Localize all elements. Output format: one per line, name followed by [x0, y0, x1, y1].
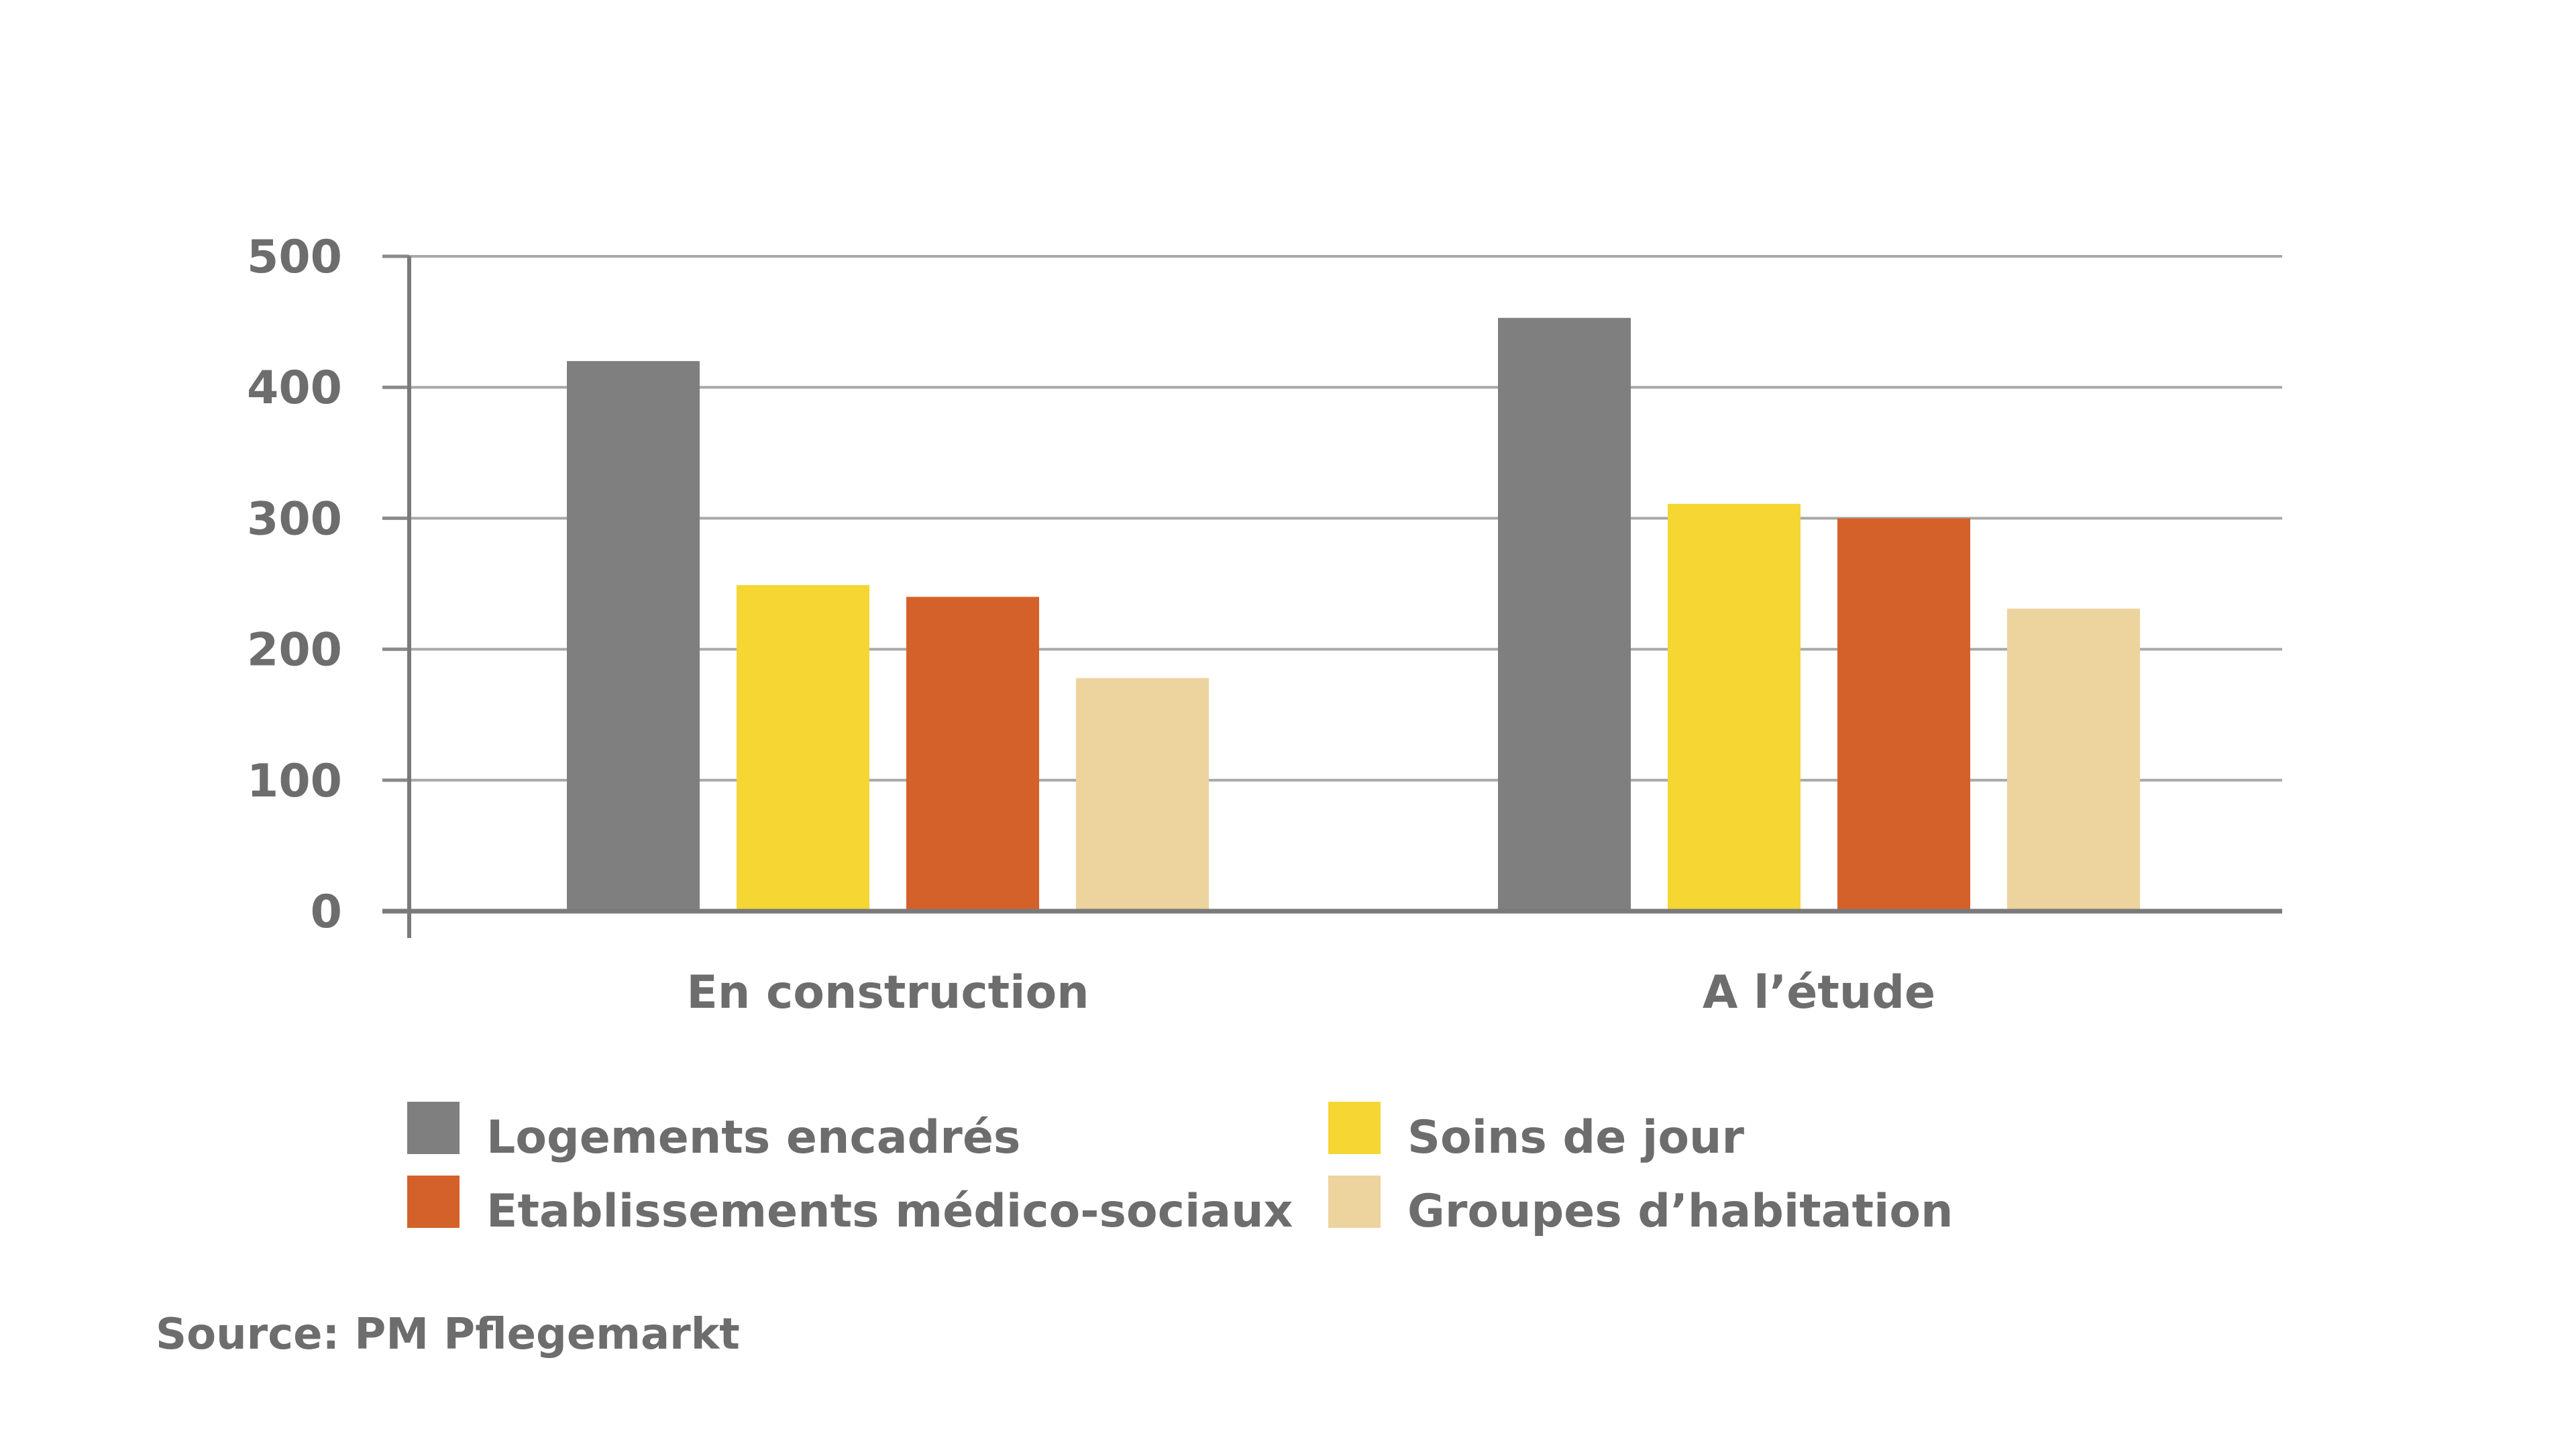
y-tick-label: 0 — [311, 886, 342, 939]
x-axis-categories: En construction A l’étude — [686, 966, 1935, 1019]
bar-1-0 — [1498, 317, 1631, 911]
legend-label: Logements encadrés — [486, 1111, 1020, 1164]
x-category-label: En construction — [686, 966, 1089, 1019]
legend-swatch — [407, 1102, 460, 1154]
y-tick-label: 400 — [247, 362, 342, 415]
y-tick-label: 500 — [247, 231, 342, 284]
x-category-label: A l’étude — [1703, 966, 1935, 1019]
bar-0-0 — [567, 361, 700, 911]
bar-0-2 — [906, 597, 1039, 911]
bar-1-3 — [2007, 609, 2140, 911]
y-axis-ticks: 0 100 200 300 400 500 — [247, 231, 409, 939]
legend-label: Groupes d’habitation — [1407, 1185, 1953, 1238]
legend-swatch — [407, 1176, 460, 1228]
source-note: Source: PM Pflegemarkt — [156, 1310, 740, 1359]
bar-1-1 — [1668, 503, 1801, 911]
bar-1-2 — [1837, 518, 1970, 911]
legend-swatch — [1328, 1176, 1381, 1228]
y-tick-label: 100 — [247, 755, 342, 808]
axes — [382, 256, 2282, 938]
bars — [567, 317, 2140, 911]
bar-0-3 — [1076, 678, 1209, 911]
y-tick-label: 300 — [247, 492, 342, 546]
bar-0-1 — [737, 584, 869, 911]
legend-label: Soins de jour — [1407, 1111, 1744, 1164]
legend-label: Etablissements médico-sociaux — [486, 1185, 1293, 1238]
legend-swatch — [1328, 1102, 1381, 1154]
y-tick-label: 200 — [247, 624, 342, 677]
legend: Logements encadrés Soins de jour Etablisse… — [407, 1102, 1953, 1238]
